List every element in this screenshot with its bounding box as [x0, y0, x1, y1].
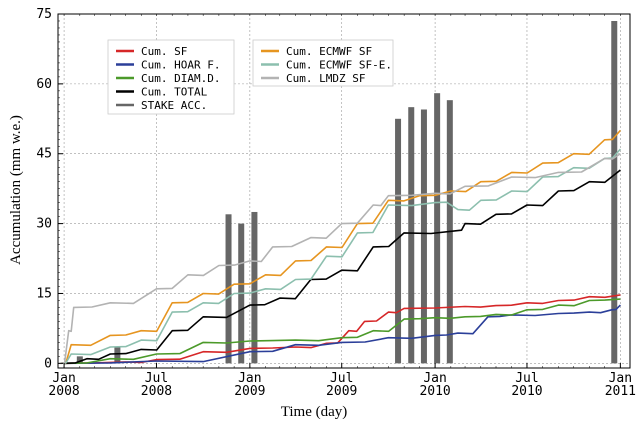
- stake-bar: [251, 211, 258, 364]
- x-axis-title: Time (day): [281, 404, 348, 420]
- legend-label: Cum. LMDZ SF: [286, 72, 365, 85]
- y-tick-label: 60: [36, 77, 52, 92]
- x-tick-label-year: 2009: [326, 384, 357, 399]
- x-tick-label-year: 2008: [48, 384, 79, 399]
- x-axis-ticks: Jan2008Jul2008Jan2009Jul2009Jan2010Jul20…: [48, 14, 636, 399]
- legend-label: Cum. ECMWF SF-E.: [286, 59, 392, 72]
- series-lines: [60, 129, 622, 365]
- x-tick-label-year: 2010: [511, 384, 542, 399]
- x-tick-label-month: Jan: [238, 371, 261, 386]
- x-tick-label-year: 2008: [141, 384, 172, 399]
- y-axis-ticks: 0 15 30 45 60 75: [36, 7, 63, 371]
- x-tick-label-year: 2011: [605, 384, 636, 399]
- y-tick-label: 15: [36, 286, 52, 301]
- series-line: [64, 304, 621, 365]
- stake-bar: [434, 93, 441, 364]
- stake-bar: [420, 109, 427, 364]
- stake-bar: [611, 20, 618, 364]
- x-tick-label-month: Jul: [515, 371, 538, 386]
- y-tick-label: 0: [44, 356, 52, 371]
- x-tick-label-month: Jul: [330, 371, 353, 386]
- plot-frame: [57, 13, 631, 369]
- stake-bar: [114, 347, 121, 364]
- legend-label: Cum. ECMWF SF: [286, 45, 372, 58]
- legend-label: STAKE ACC.: [141, 99, 207, 112]
- legend-label: Cum. TOTAL: [141, 86, 208, 99]
- x-tick-label-month: Jul: [145, 371, 168, 386]
- series-line: [64, 294, 621, 365]
- series-line: [60, 153, 621, 365]
- stake-bar: [76, 356, 83, 364]
- y-tick-label: 30: [36, 217, 52, 232]
- x-tick-label-month: Jan: [52, 371, 75, 386]
- legend-label: Cum. SF: [141, 45, 187, 58]
- series-line: [64, 298, 621, 365]
- x-tick-label-month: Jan: [609, 371, 632, 386]
- y-axis-title: Accumulation (mm w.e.): [8, 115, 24, 265]
- series-line: [64, 169, 621, 365]
- legend-label: Cum. HOAR F.: [141, 59, 220, 72]
- legend-label: Cum. DIAM.D.: [141, 72, 220, 85]
- y-tick-label: 75: [36, 7, 52, 22]
- stake-bar: [395, 118, 402, 364]
- x-tick-label-year: 2010: [419, 384, 450, 399]
- stake-bar: [408, 107, 415, 364]
- y-tick-label: 45: [36, 147, 52, 162]
- stake-bar: [225, 214, 232, 364]
- x-tick-label-month: Jan: [423, 371, 446, 386]
- x-tick-label-year: 2009: [234, 384, 265, 399]
- series-line: [60, 148, 621, 365]
- series-line: [60, 129, 622, 365]
